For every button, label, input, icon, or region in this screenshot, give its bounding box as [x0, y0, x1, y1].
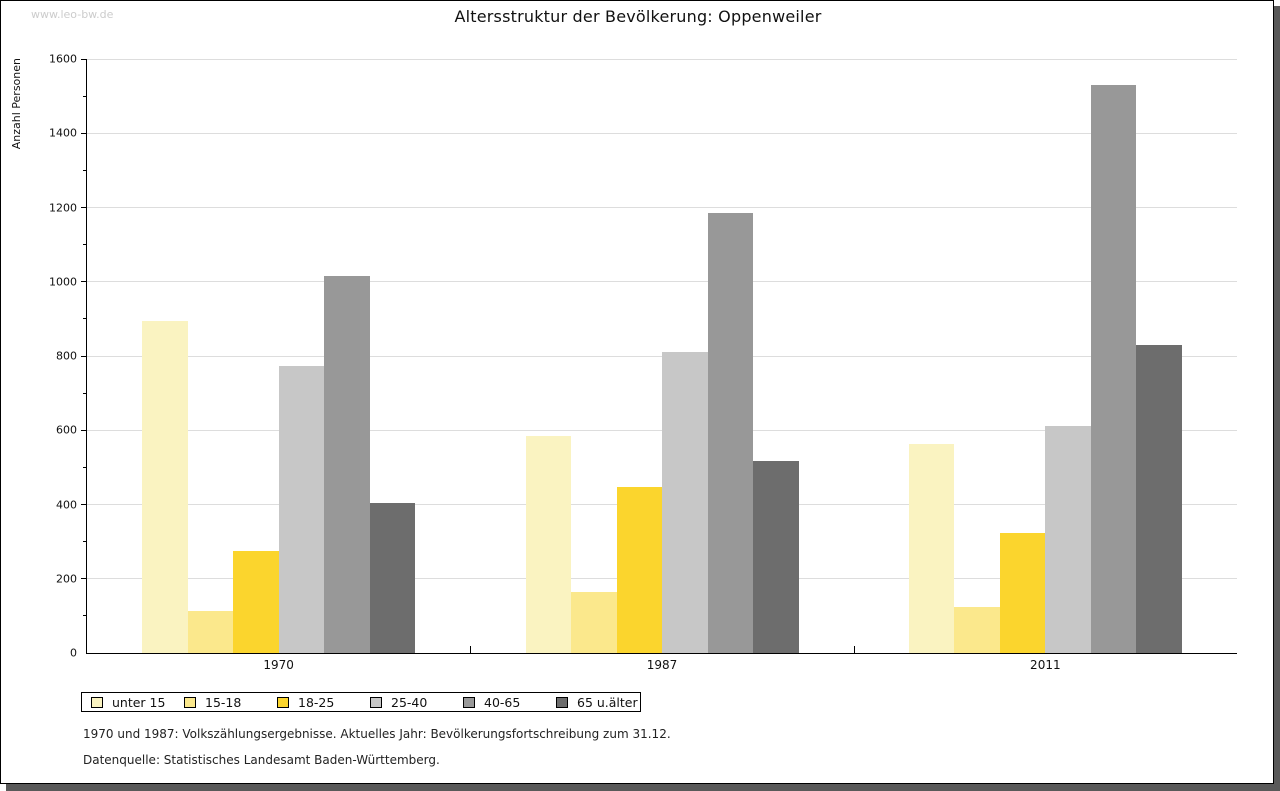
window-shadow-bottom	[6, 784, 1280, 791]
bar-40-65-1970	[324, 276, 370, 653]
y-tick-label: 800	[56, 349, 77, 363]
watermark: www.leo-bw.de	[31, 8, 114, 21]
y-axis-tick	[83, 169, 87, 171]
x-axis-tick	[853, 646, 855, 653]
y-tick-label: 1200	[49, 201, 77, 214]
y-tick-label: 1000	[49, 275, 77, 289]
y-axis-tick	[81, 578, 87, 580]
y-tick-label: 600	[56, 423, 77, 437]
legend-swatch	[556, 696, 568, 708]
bar-40-65-1987	[707, 213, 753, 653]
y-axis-tick	[81, 207, 87, 208]
legend-swatch	[277, 696, 289, 708]
legend-label: 15-18	[205, 694, 242, 710]
legend-swatch	[91, 696, 103, 708]
legend-item: 18-25	[268, 695, 361, 710]
gridline	[87, 132, 1237, 134]
gridline	[87, 281, 1237, 283]
y-axis-tick	[83, 95, 87, 97]
y-axis-tick	[81, 58, 87, 60]
y-tick-label: 0	[70, 646, 77, 660]
bar-65-u.älter-1987	[753, 461, 799, 653]
y-axis-tick	[81, 355, 87, 357]
y-tick-label: 1400	[49, 126, 77, 140]
bar-unter-15-1987	[525, 435, 571, 653]
x-category-label: 1987	[646, 658, 678, 672]
bar-18-25-1970	[233, 550, 279, 653]
legend-item: 15-18	[175, 695, 268, 710]
legend-label: 18-25	[298, 694, 335, 710]
y-tick-label: 400	[56, 498, 77, 511]
y-axis-tick	[81, 504, 87, 505]
y-axis-tick	[83, 244, 87, 246]
bar-unter-15-1970	[142, 320, 188, 653]
y-tick-label: 200	[56, 572, 77, 586]
y-axis-tick	[83, 615, 87, 617]
y-axis-tick	[81, 429, 87, 431]
footnote-data-source: Datenquelle: Statistisches Landesamt Bad…	[83, 753, 440, 767]
bar-25-40-1987	[662, 352, 708, 653]
legend-item: 25-40	[361, 695, 454, 710]
y-axis-tick	[81, 281, 87, 283]
y-axis-tick	[83, 392, 87, 394]
bar-65-u.älter-1970	[369, 502, 416, 653]
bar-40-65-2011	[1090, 85, 1137, 653]
window-shadow-right	[1274, 6, 1280, 791]
bar-15-18-1970	[187, 611, 234, 653]
legend-item: 65 u.älter	[547, 695, 640, 710]
gridline	[87, 58, 1237, 60]
legend-label: 40-65	[484, 694, 521, 710]
y-axis-tick	[83, 541, 87, 543]
y-axis-tick	[83, 318, 87, 320]
legend-label: 25-40	[391, 694, 428, 710]
bar-25-40-2011	[1045, 426, 1091, 653]
y-axis-tick	[83, 466, 87, 468]
bar-18-25-2011	[999, 533, 1046, 653]
plot-area: 0 200 400 600 800 1000 1200 1400 1600 1970 1987 201…	[49, 53, 1237, 672]
legend-item: 40-65	[454, 695, 547, 710]
footnote-source-note: 1970 und 1987: Volkszählungsergebnisse. …	[83, 727, 671, 741]
legend-swatch	[463, 696, 475, 708]
y-tick-label: 1600	[49, 52, 77, 66]
legend-label: 65 u.älter	[577, 694, 638, 710]
legend-swatch	[370, 696, 382, 708]
bar-18-25-1987	[616, 486, 662, 653]
x-category-label: 2011	[1030, 658, 1061, 672]
legend: unter 15 15-18 18-25 25-40 40-65 65 u.älter	[81, 692, 641, 712]
bar-25-40-1970	[278, 366, 325, 653]
x-category-label: 1970	[263, 658, 294, 672]
bar-15-18-2011	[954, 606, 1000, 653]
x-axis-tick	[470, 646, 472, 653]
legend-item: unter 15	[82, 695, 175, 710]
bar-15-18-1987	[571, 591, 617, 653]
y-axis-tick	[81, 132, 87, 134]
chart-title: Altersstruktur der Bevölkerung: Oppenwei…	[454, 7, 822, 26]
y-axis-title: Anzahl Personen	[10, 58, 23, 150]
bar-unter-15-2011	[908, 444, 955, 653]
gridline	[87, 207, 1237, 208]
bar-65-u.älter-2011	[1136, 344, 1182, 653]
legend-label: unter 15	[112, 694, 166, 710]
legend-swatch	[184, 696, 196, 708]
